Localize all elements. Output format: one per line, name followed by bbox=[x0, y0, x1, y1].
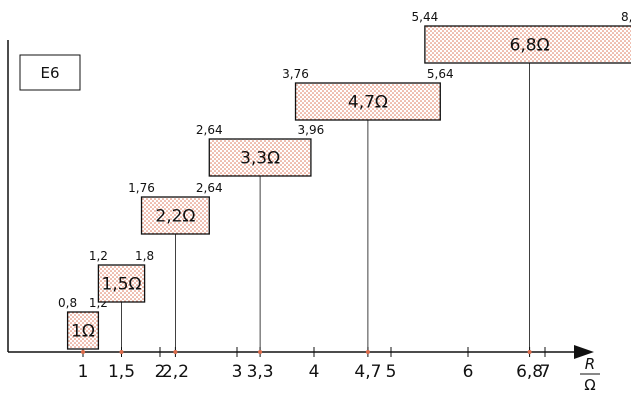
x-tick-label: 5 bbox=[386, 362, 397, 382]
band-nominal-label: 1Ω bbox=[71, 322, 95, 342]
x-tick-label: 4,7 bbox=[354, 362, 381, 382]
nominal-axis-marker bbox=[365, 350, 370, 354]
x-tick-label: 2,2 bbox=[162, 362, 189, 382]
band-high-limit-label: 5,64 bbox=[427, 67, 454, 81]
band-nominal-label: 4,7Ω bbox=[348, 93, 388, 113]
series-label-box bbox=[19, 54, 81, 91]
tolerance-band-box bbox=[97, 264, 146, 303]
nominal-axis-marker bbox=[81, 350, 85, 354]
series-label: E6 bbox=[40, 64, 59, 82]
nominal-axis-marker bbox=[527, 350, 532, 354]
tolerance-bands: 1Ω0,8 1,21,5Ω1,2 1,82,2Ω1,76 2,643,3Ω2,64 3,… bbox=[58, 10, 631, 354]
axis-label-denominator: Ω bbox=[584, 376, 595, 394]
band-low-limit-label: 2,64 bbox=[196, 123, 223, 137]
tolerance-band-box bbox=[424, 25, 631, 64]
band-high-limit-label: 2,64 bbox=[196, 181, 223, 195]
x-tick-label: 7 bbox=[540, 362, 551, 382]
x-tick-label: 2 bbox=[155, 362, 166, 382]
band-low-limit-label: 1,76 bbox=[128, 181, 155, 195]
band-nominal-label: 3,3Ω bbox=[240, 149, 280, 169]
tolerance-band-box bbox=[208, 138, 312, 177]
axis-label-numerator: R bbox=[585, 355, 595, 373]
band-low-limit-label: 0,8 bbox=[58, 296, 77, 310]
x-tick-label: 1 bbox=[78, 362, 89, 382]
band-nominal-label: 2,2Ω bbox=[155, 207, 195, 227]
x-tick-label: 6,8 bbox=[516, 362, 543, 382]
tolerance-band-box bbox=[294, 82, 441, 121]
x-tick-label: 3 bbox=[232, 362, 243, 382]
band-nominal-label: 1,5Ω bbox=[101, 275, 141, 295]
tolerance-band-box bbox=[140, 196, 210, 235]
x-tick-label: 3,3 bbox=[247, 362, 274, 382]
nominal-axis-marker bbox=[173, 350, 178, 354]
nominal-axis-marker bbox=[119, 350, 124, 354]
x-axis-arrow bbox=[574, 345, 594, 359]
band-high-limit-label: 8,16 bbox=[621, 10, 631, 24]
band-low-limit-label: 3,76 bbox=[282, 67, 309, 81]
nominal-axis-marker bbox=[258, 350, 263, 354]
x-axis-ticks: 1 1,5 22,2 3 3,3 4 4,7 5 6 6,87 bbox=[78, 347, 551, 382]
tolerance-band-box bbox=[66, 311, 100, 350]
x-tick-label: 4 bbox=[309, 362, 320, 382]
band-low-limit-label: 5,44 bbox=[412, 10, 439, 24]
band-high-limit-label: 1,8 bbox=[135, 249, 154, 263]
band-high-limit-label: 3,96 bbox=[298, 123, 325, 137]
band-nominal-label: 6,8Ω bbox=[510, 36, 550, 56]
band-low-limit-label: 1,2 bbox=[89, 249, 108, 263]
x-tick-label: 1,5 bbox=[108, 362, 135, 382]
x-tick-label: 6 bbox=[463, 362, 474, 382]
